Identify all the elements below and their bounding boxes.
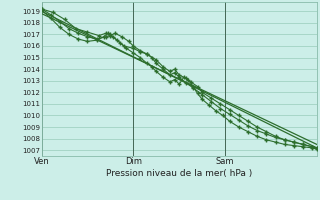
X-axis label: Pression niveau de la mer( hPa ): Pression niveau de la mer( hPa ) <box>106 169 252 178</box>
